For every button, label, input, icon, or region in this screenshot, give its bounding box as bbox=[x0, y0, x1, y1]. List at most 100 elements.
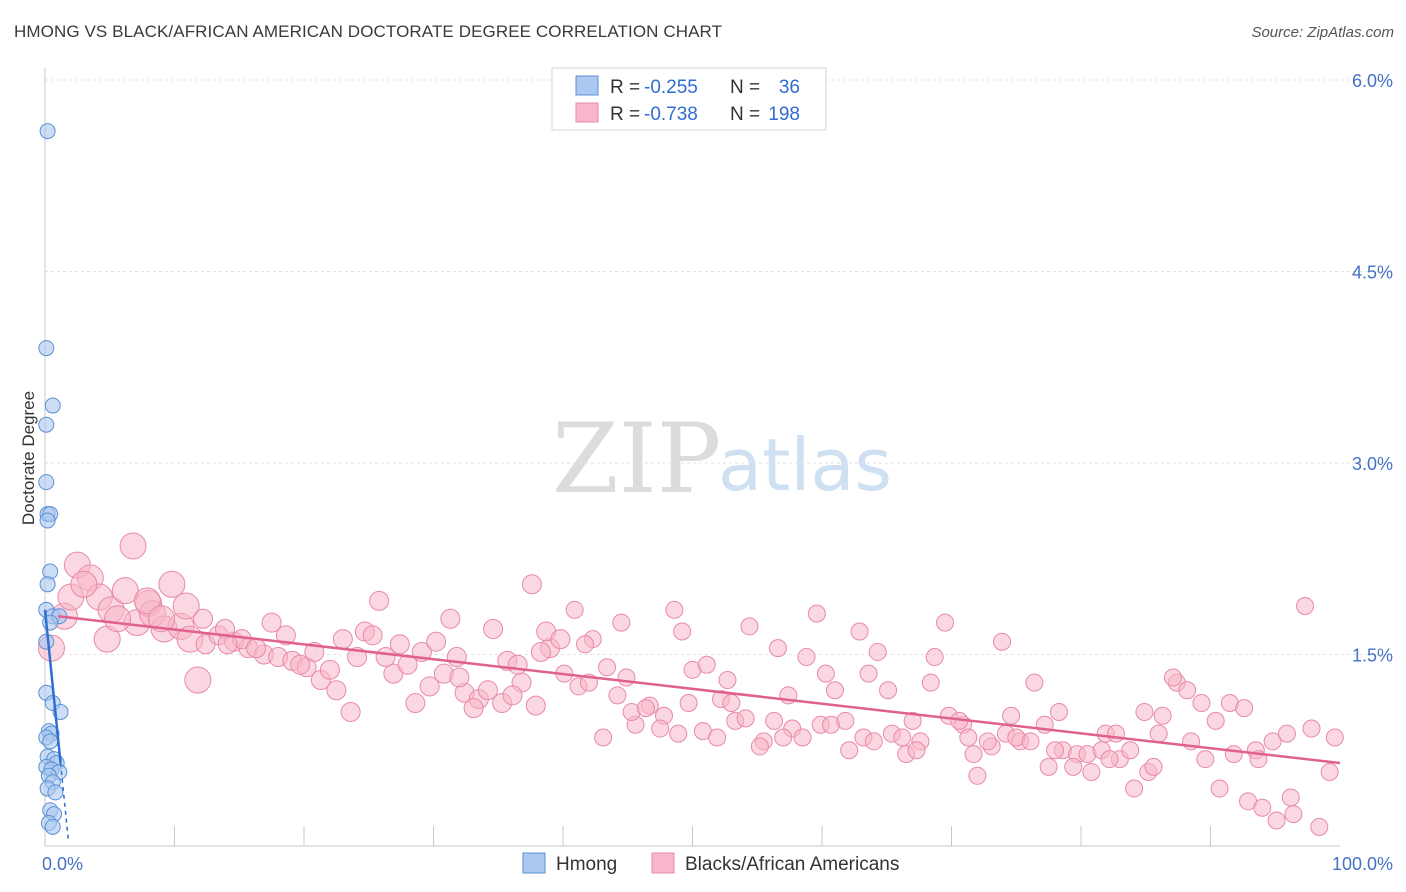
black-point-145 bbox=[879, 681, 898, 700]
bottom-legend-black-swatch[interactable] bbox=[651, 852, 675, 874]
black-point-153 bbox=[993, 632, 1012, 651]
black-point-161 bbox=[1106, 724, 1125, 743]
legend-black-r-label: R = bbox=[610, 104, 640, 125]
y-tick-label-1: 3.0% bbox=[1352, 454, 1393, 474]
black-point-189 bbox=[673, 622, 692, 641]
hmong-point-31 bbox=[47, 784, 64, 801]
y-tick-label-3: 6.0% bbox=[1352, 71, 1393, 91]
black-point-116 bbox=[463, 698, 484, 719]
black-point-29 bbox=[369, 590, 390, 611]
black-point-26 bbox=[326, 680, 347, 701]
black-point-131 bbox=[679, 694, 698, 713]
black-point-37 bbox=[483, 618, 504, 639]
black-point-45 bbox=[598, 658, 617, 677]
hmong-point-1 bbox=[38, 340, 55, 357]
watermark-atlas: atlas bbox=[718, 423, 892, 507]
black-point-162 bbox=[1121, 741, 1140, 760]
black-point-130 bbox=[665, 600, 684, 619]
black-point-16 bbox=[172, 592, 200, 620]
black-point-6 bbox=[111, 577, 139, 605]
black-point-96 bbox=[1320, 762, 1339, 781]
source-label: Source: ZipAtlas.com bbox=[1251, 24, 1394, 41]
black-point-129 bbox=[651, 719, 670, 738]
hmong-point-0 bbox=[39, 123, 56, 140]
black-point-176 bbox=[70, 570, 98, 598]
chart-title: HMONG VS BLACK/AFRICAN AMERICAN DOCTORAT… bbox=[14, 22, 723, 41]
black-point-89 bbox=[1224, 745, 1243, 764]
black-point-187 bbox=[576, 635, 595, 654]
correlation-legend: R = -0.255 N = 36 R = -0.738 N = 198 bbox=[551, 67, 827, 131]
legend-black-n-label: N = bbox=[730, 104, 760, 125]
hmong-point-4 bbox=[38, 474, 55, 491]
hmong-point-35 bbox=[44, 818, 61, 835]
black-point-102 bbox=[184, 666, 212, 694]
black-point-27 bbox=[340, 701, 361, 722]
y-tick-labels: 1.5% 3.0% 4.5% 6.0% bbox=[1352, 71, 1393, 666]
x-tick-label-min: 0.0% bbox=[42, 854, 83, 874]
black-point-50 bbox=[669, 724, 688, 743]
hmong-point-3 bbox=[38, 416, 55, 433]
watermark-zip: ZIP bbox=[552, 403, 721, 515]
black-point-134 bbox=[722, 694, 741, 713]
black-point-75 bbox=[1025, 673, 1044, 692]
black-point-92 bbox=[1267, 811, 1286, 830]
legend-hmong-r-value: -0.255 bbox=[644, 77, 698, 98]
black-point-79 bbox=[1082, 762, 1101, 781]
black-point-135 bbox=[736, 709, 755, 728]
legend-hmong-r-label: R = bbox=[610, 77, 640, 98]
black-point-40 bbox=[525, 695, 546, 716]
black-point-30 bbox=[383, 663, 404, 684]
black-point-62 bbox=[840, 741, 859, 760]
gridlines bbox=[45, 79, 1392, 655]
black-point-180 bbox=[246, 638, 267, 659]
black-point-188 bbox=[617, 668, 636, 687]
hmong-point-14 bbox=[38, 633, 55, 650]
black-point-142 bbox=[836, 711, 855, 730]
black-point-165 bbox=[1163, 668, 1182, 687]
black-point-194 bbox=[903, 711, 922, 730]
black-point-158 bbox=[1064, 757, 1083, 776]
black-point-88 bbox=[1210, 779, 1229, 798]
black-point-15 bbox=[158, 570, 186, 598]
black-point-91 bbox=[1253, 798, 1272, 817]
black-point-167 bbox=[1192, 694, 1211, 713]
black-point-108 bbox=[319, 659, 340, 680]
bottom-legend-hmong-label[interactable]: Hmong bbox=[556, 854, 617, 875]
black-point-136 bbox=[750, 737, 769, 756]
black-point-105 bbox=[261, 612, 282, 633]
y-tick-label-0: 1.5% bbox=[1352, 646, 1393, 666]
bottom-legend-hmong-swatch[interactable] bbox=[522, 852, 546, 874]
black-point-34 bbox=[440, 608, 461, 629]
bottom-legend-black-label[interactable]: Blacks/African Americans bbox=[685, 854, 899, 875]
legend-hmong-n-label: N = bbox=[730, 77, 760, 98]
black-point-76 bbox=[1039, 757, 1058, 776]
black-point-117 bbox=[477, 680, 498, 701]
black-point-157 bbox=[1049, 702, 1068, 721]
black-point-46 bbox=[612, 613, 631, 632]
black-point-149 bbox=[936, 613, 955, 632]
black-point-106 bbox=[275, 625, 296, 646]
black-point-172 bbox=[1263, 732, 1282, 751]
black-point-33 bbox=[426, 631, 447, 652]
black-point-128 bbox=[636, 699, 655, 718]
black-point-55 bbox=[740, 617, 759, 636]
y-axis-title: Doctorate Degree bbox=[19, 391, 38, 525]
black-point-95 bbox=[1310, 817, 1329, 836]
x-tick-label-max: 100.0% bbox=[1332, 854, 1393, 874]
black-point-186 bbox=[530, 641, 551, 662]
black-point-178 bbox=[148, 605, 176, 633]
black-point-198 bbox=[1100, 750, 1119, 769]
hmong-point-7 bbox=[39, 512, 56, 529]
black-point-98 bbox=[1302, 719, 1321, 738]
legend-black-n-value: 198 bbox=[768, 104, 800, 125]
black-point-59 bbox=[797, 648, 816, 667]
black-point-120 bbox=[521, 574, 542, 595]
black-point-190 bbox=[718, 671, 737, 690]
black-point-166 bbox=[1178, 681, 1197, 700]
black-point-94 bbox=[1296, 596, 1315, 615]
hmong-point-9 bbox=[39, 576, 56, 593]
black-point-164 bbox=[1149, 724, 1168, 743]
black-point-84 bbox=[1153, 706, 1172, 725]
black-point-71 bbox=[968, 766, 987, 785]
